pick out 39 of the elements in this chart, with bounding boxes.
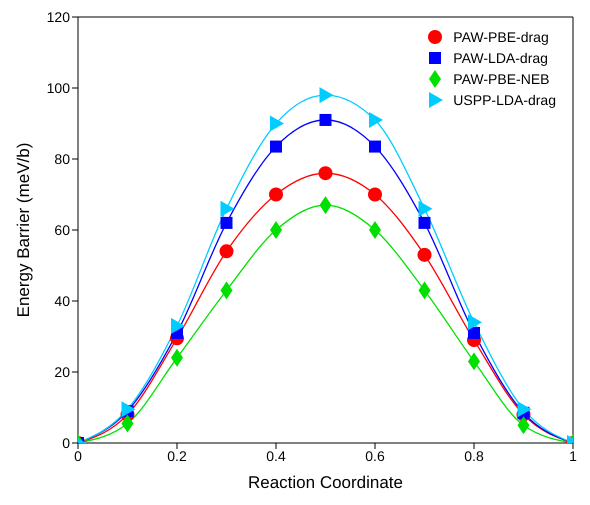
point <box>518 401 532 418</box>
point <box>171 318 185 334</box>
point <box>468 314 482 330</box>
point <box>270 116 284 132</box>
point <box>122 401 136 418</box>
legend-label: USPP-LDA-drag <box>453 92 556 108</box>
y-tick-label: 40 <box>54 292 70 309</box>
point <box>369 140 381 153</box>
y-tick-label: 80 <box>54 150 70 167</box>
y-axis-title: Energy Barrier (meV/b) <box>14 142 34 318</box>
point <box>418 200 432 217</box>
x-axis-title: Reaction Coordinate <box>248 473 403 492</box>
y-tick-label: 60 <box>54 222 70 238</box>
point <box>468 326 480 339</box>
point <box>418 216 430 229</box>
legend-label: PAW-PBE-drag <box>453 28 549 44</box>
x-tick-label: 0 <box>74 448 82 464</box>
x-tick-label: 0.6 <box>365 448 385 464</box>
point <box>368 188 382 202</box>
point <box>270 140 282 153</box>
y-tick-label: 120 <box>46 8 70 25</box>
y-tick-label: 20 <box>54 364 70 380</box>
point <box>220 216 232 229</box>
x-tick-label: 0.4 <box>266 448 286 464</box>
point <box>269 188 283 202</box>
point <box>318 166 332 180</box>
x-tick-label: 1 <box>569 448 578 464</box>
legend-label: PAW-LDA-drag <box>453 50 548 66</box>
point <box>418 248 432 262</box>
point <box>369 112 383 128</box>
y-tick-label: 100 <box>46 80 70 96</box>
x-tick-label: 0.2 <box>167 448 187 464</box>
point <box>320 87 334 104</box>
y-tick-label: 0 <box>62 434 70 451</box>
legend-label: PAW-PBE-NEB <box>453 70 550 86</box>
point <box>220 244 234 258</box>
x-tick-label: 0.8 <box>464 448 484 464</box>
point <box>220 200 234 217</box>
point <box>320 114 332 126</box>
